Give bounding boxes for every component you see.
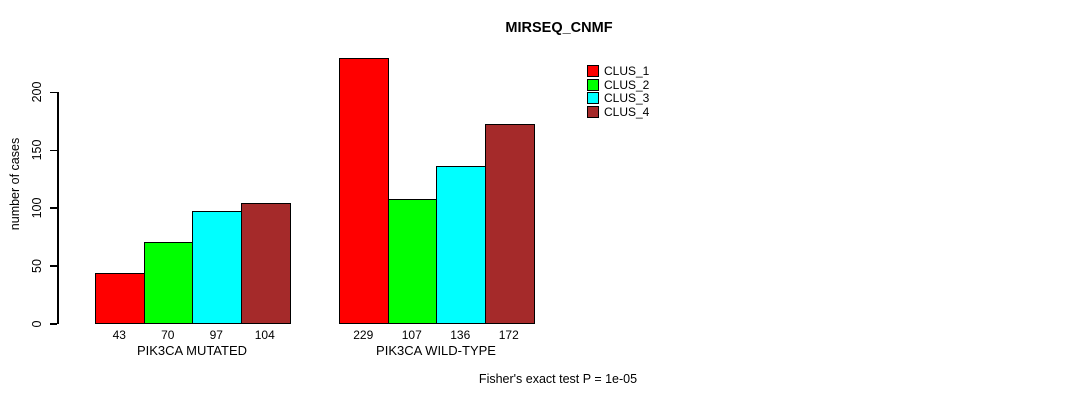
legend-item: CLUS_4 [587, 104, 650, 119]
bar-value-label: 172 [498, 328, 519, 342]
bar [484, 124, 535, 325]
y-axis-title: number of cases [8, 137, 22, 231]
legend-swatch [587, 78, 599, 91]
y-tick [50, 207, 57, 209]
legend-label: CLUS_3 [604, 91, 650, 106]
x-group-label: PIK3CA WILD-TYPE [376, 343, 496, 358]
bar-value-label: 70 [161, 328, 175, 342]
y-tick-label: 150 [30, 139, 44, 161]
y-tick-label: 200 [30, 81, 44, 103]
y-tick [50, 323, 57, 325]
y-tick-label: 100 [30, 197, 44, 219]
bar-value-label: 229 [353, 328, 374, 342]
y-tick [50, 265, 57, 267]
legend-item: CLUS_3 [587, 92, 649, 105]
chart-title: MIRSEQ_CNMF [505, 20, 613, 36]
bar-value-label: 107 [401, 328, 422, 342]
legend-swatch [587, 65, 599, 78]
y-axis-line [57, 91, 59, 325]
legend-item: CLUS_1 [587, 65, 649, 78]
legend: CLUS_1 CLUS_2 CLUS_3 CLUS_4 [587, 65, 649, 118]
bar [339, 58, 389, 325]
legend-label: CLUS_1 [604, 64, 650, 79]
y-tick-label: 50 [30, 258, 44, 273]
stat-annotation: Fisher's exact test P = 1e-05 [478, 372, 638, 386]
bar [387, 199, 438, 325]
bar [240, 202, 291, 325]
bar-value-label: 136 [450, 328, 471, 342]
legend-swatch [587, 92, 599, 105]
bar-value-label: 97 [209, 328, 223, 342]
y-tick [50, 91, 57, 94]
legend-swatch [587, 105, 599, 118]
bar-value-label: 43 [112, 328, 126, 342]
bar [143, 242, 194, 325]
legend-label: CLUS_4 [604, 104, 650, 119]
x-group-label: PIK3CA MUTATED [136, 343, 248, 358]
legend-label: CLUS_2 [604, 77, 650, 92]
bar [95, 273, 145, 325]
y-tick-label: 0 [30, 320, 44, 327]
bar [436, 165, 486, 325]
y-tick [50, 149, 57, 152]
bar-value-label: 104 [254, 328, 275, 342]
legend-item: CLUS_2 [587, 77, 650, 92]
bar [192, 210, 242, 325]
